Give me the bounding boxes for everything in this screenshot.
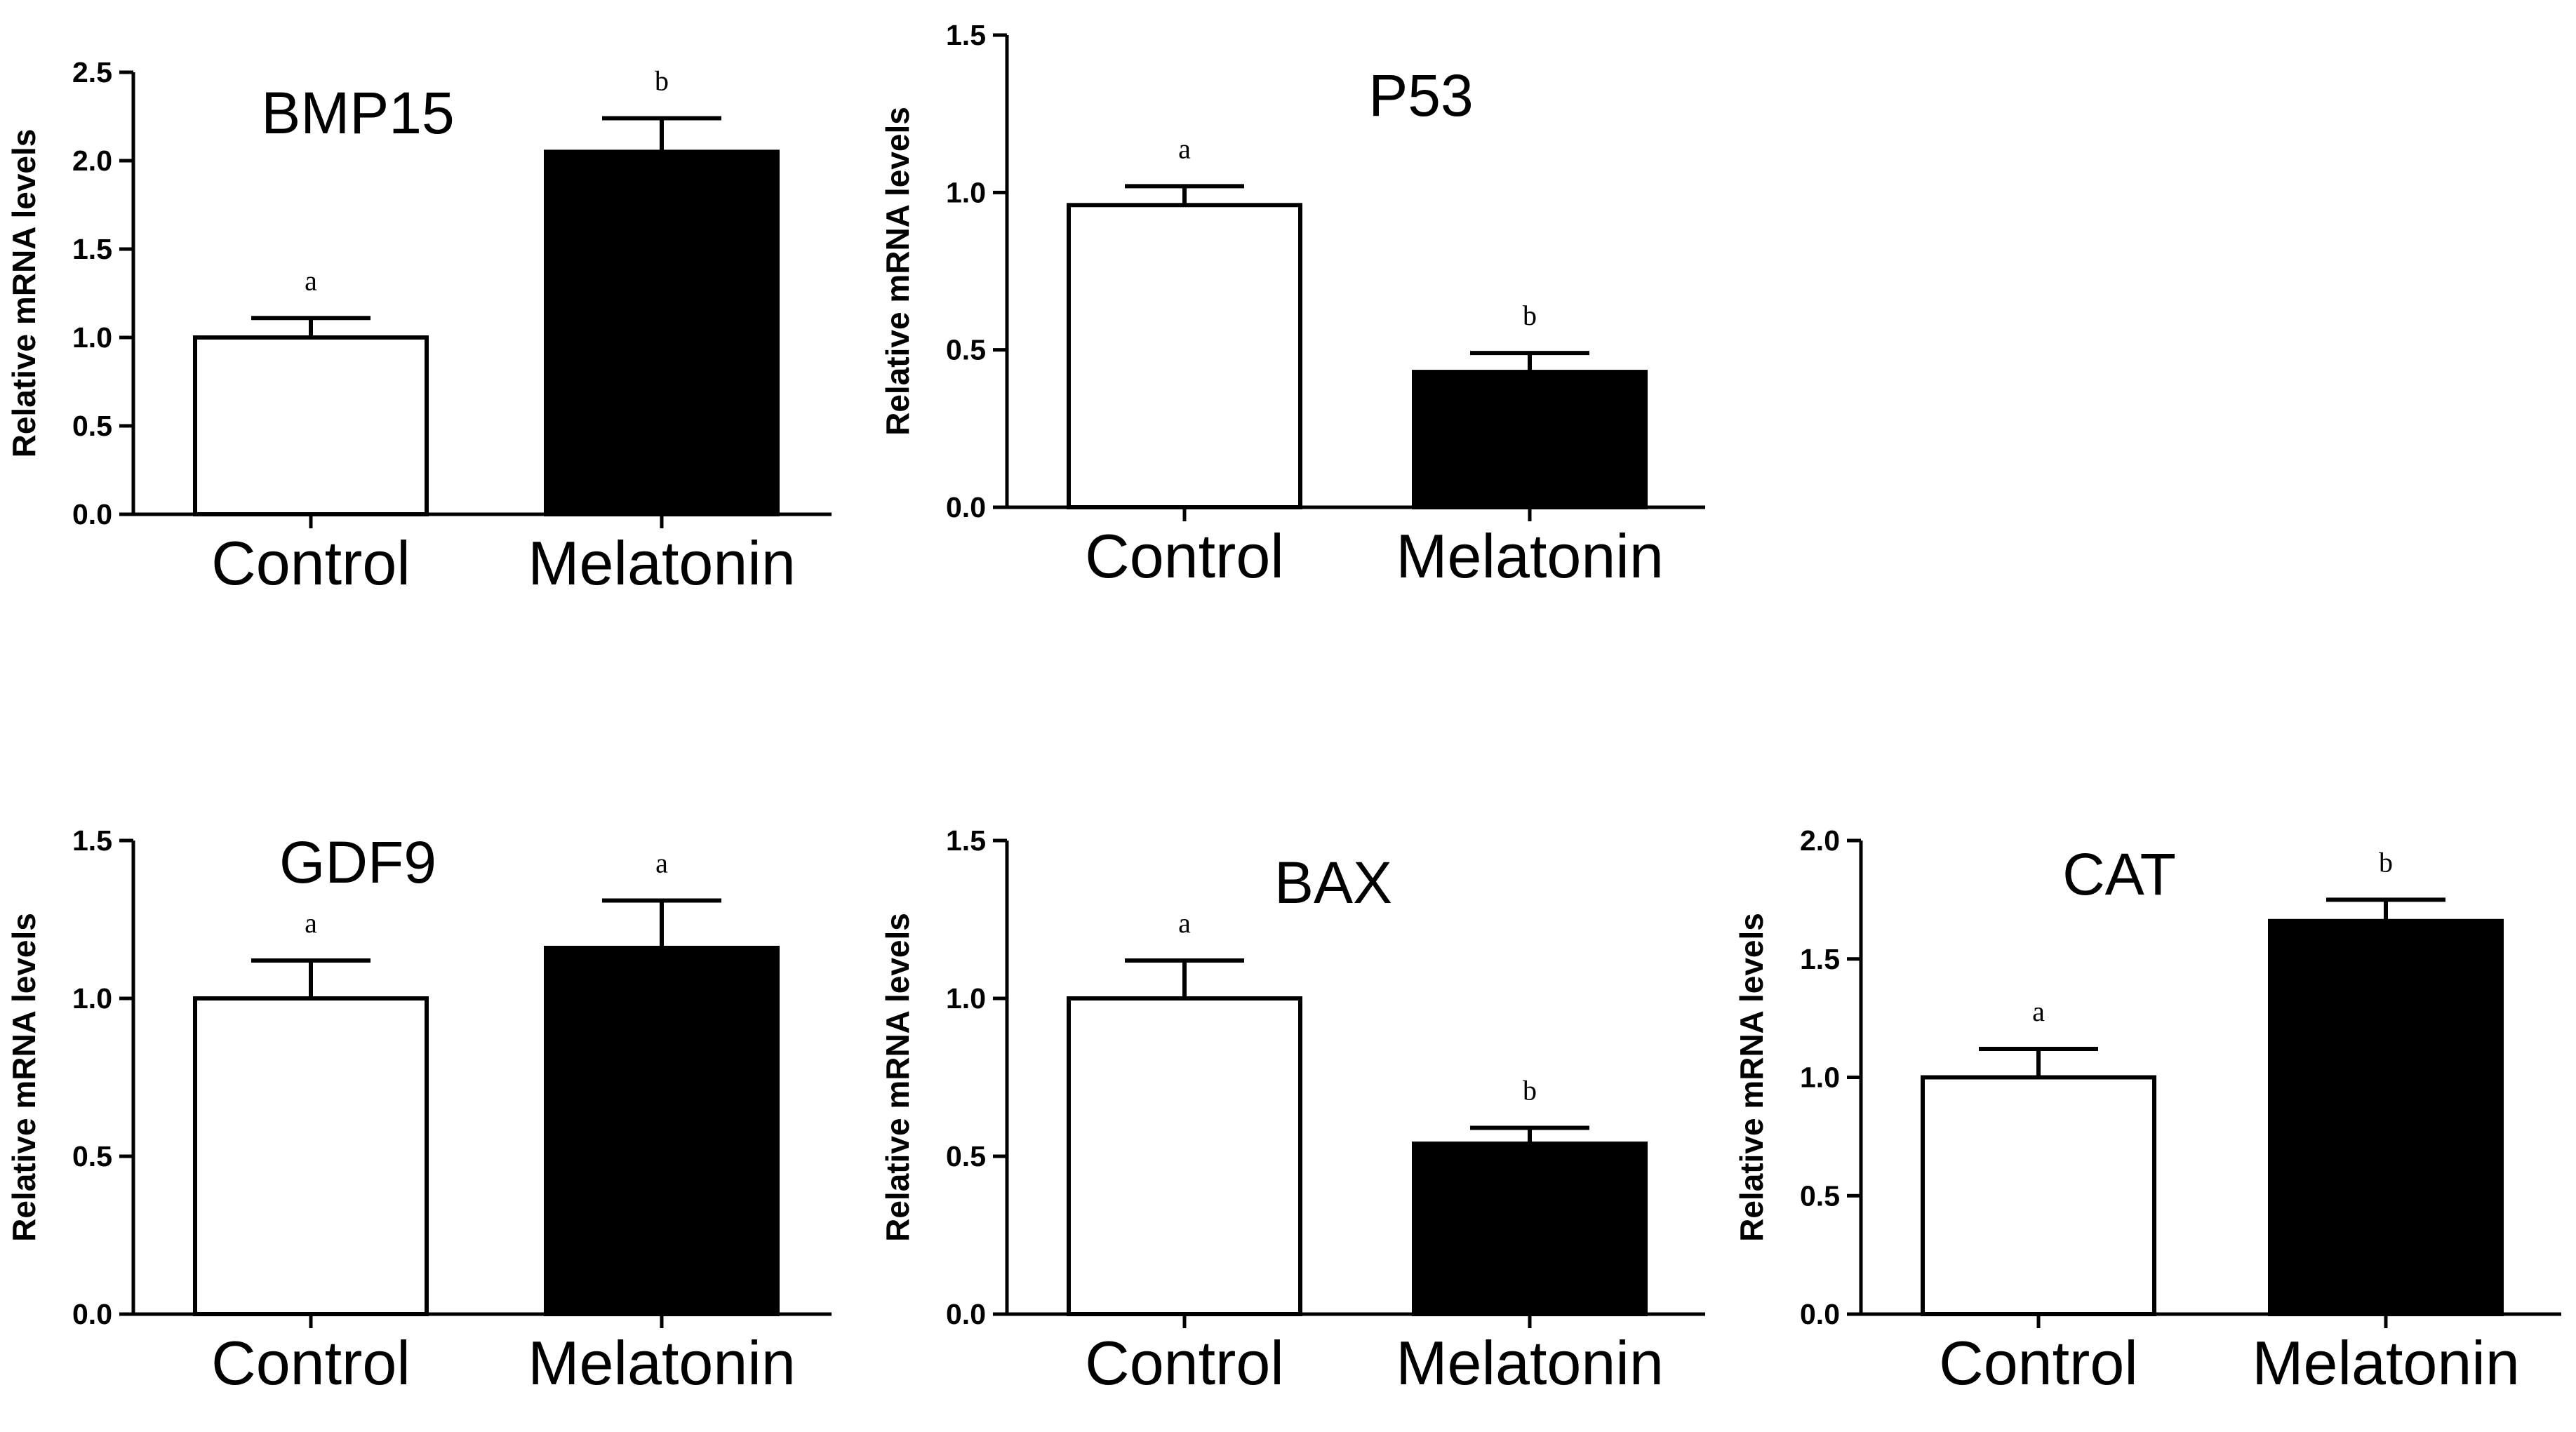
category-label: Melatonin	[528, 1328, 796, 1398]
chart-panel-cat: 0.0 0.5 1.0 1.5 2.0 Relative mRNA levels CAT a C…	[1733, 824, 2561, 1398]
significance-letter: a	[305, 907, 317, 939]
y-tick-label: 1.5	[1800, 943, 1840, 975]
significance-letter: b	[2379, 846, 2393, 878]
bar-melatonin	[544, 946, 780, 1316]
y-axis-title: Relative mRNA levels	[879, 107, 916, 436]
category-label: Control	[1085, 521, 1284, 591]
significance-letter: a	[305, 265, 317, 296]
y-tick-label: 1.0	[72, 982, 112, 1015]
y-tick-label: 1.5	[72, 233, 112, 265]
category-label: Control	[211, 1328, 411, 1398]
category-label: Melatonin	[528, 528, 796, 598]
y-axis-title: Relative mRNA levels	[6, 913, 42, 1242]
significance-letter: b	[1523, 300, 1537, 331]
significance-letter: a	[1178, 907, 1191, 939]
y-tick-label: 1.5	[946, 19, 986, 51]
bar-control	[193, 335, 429, 516]
y-tick-label: 1.0	[1800, 1062, 1840, 1094]
bar-melatonin	[2268, 918, 2504, 1316]
category-label: Control	[1085, 1328, 1284, 1398]
category-label: Melatonin	[2252, 1328, 2520, 1398]
category-label: Control	[1939, 1328, 2138, 1398]
category-label: Melatonin	[1396, 521, 1664, 591]
y-tick-label: 0.5	[946, 334, 986, 366]
y-tick-label: 0.5	[72, 410, 112, 442]
y-tick-label: 0.0	[946, 1298, 986, 1330]
chart-panel-bax: 0.0 0.5 1.0 1.5 Relative mRNA levels BAX a Cont…	[879, 824, 1705, 1398]
chart-title: P53	[1368, 62, 1473, 128]
chart-panel-gdf9: 0.0 0.5 1.0 1.5 Relative mRNA levels GDF9 a Con…	[6, 824, 832, 1398]
y-tick-label: 0.0	[1800, 1298, 1840, 1330]
y-tick-label: 1.0	[946, 176, 986, 208]
chart-panel-bmp15: 0.0 0.5 1.0 1.5 2.0 2.5 Relative mRNA levels BM…	[6, 56, 832, 598]
category-label: Control	[211, 528, 411, 598]
y-tick-label: 0.5	[946, 1140, 986, 1172]
significance-letter: a	[655, 848, 668, 879]
chart-panel-p53: 0.0 0.5 1.0 1.5 Relative mRNA levels P53 a Cont…	[879, 19, 1705, 591]
significance-letter: b	[655, 65, 669, 97]
y-tick-label: 1.0	[946, 982, 986, 1015]
y-axis-title: Relative mRNA levels	[879, 913, 916, 1242]
y-tick-label: 2.0	[72, 145, 112, 177]
category-label: Melatonin	[1396, 1328, 1664, 1398]
y-tick-label: 1.0	[72, 321, 112, 354]
y-tick-label: 1.5	[946, 824, 986, 857]
y-tick-label: 1.5	[72, 824, 112, 857]
chart-title: GDF9	[279, 829, 436, 895]
significance-letter: b	[1523, 1075, 1537, 1106]
y-tick-label: 2.5	[72, 56, 112, 88]
y-tick-label: 0.0	[946, 491, 986, 523]
bar-control	[1067, 203, 1302, 509]
significance-letter: a	[2032, 996, 2045, 1027]
y-axis-title: Relative mRNA levels	[6, 129, 42, 458]
chart-title: CAT	[2062, 841, 2176, 907]
bar-melatonin	[544, 149, 780, 516]
y-tick-label: 2.0	[1800, 824, 1840, 857]
bar-control	[1067, 996, 1302, 1316]
y-axis-title: Relative mRNA levels	[1733, 913, 1770, 1242]
chart-title: BMP15	[261, 80, 454, 146]
chart-title: BAX	[1274, 850, 1392, 916]
bar-control	[1921, 1075, 2156, 1316]
y-tick-label: 0.0	[72, 1298, 112, 1330]
bar-melatonin	[1412, 370, 1648, 509]
y-tick-label: 0.5	[72, 1140, 112, 1172]
significance-letter: a	[1178, 133, 1191, 164]
bar-control	[193, 996, 429, 1316]
y-tick-label: 0.0	[72, 498, 112, 530]
bar-melatonin	[1412, 1142, 1648, 1316]
y-tick-label: 0.5	[1800, 1179, 1840, 1212]
